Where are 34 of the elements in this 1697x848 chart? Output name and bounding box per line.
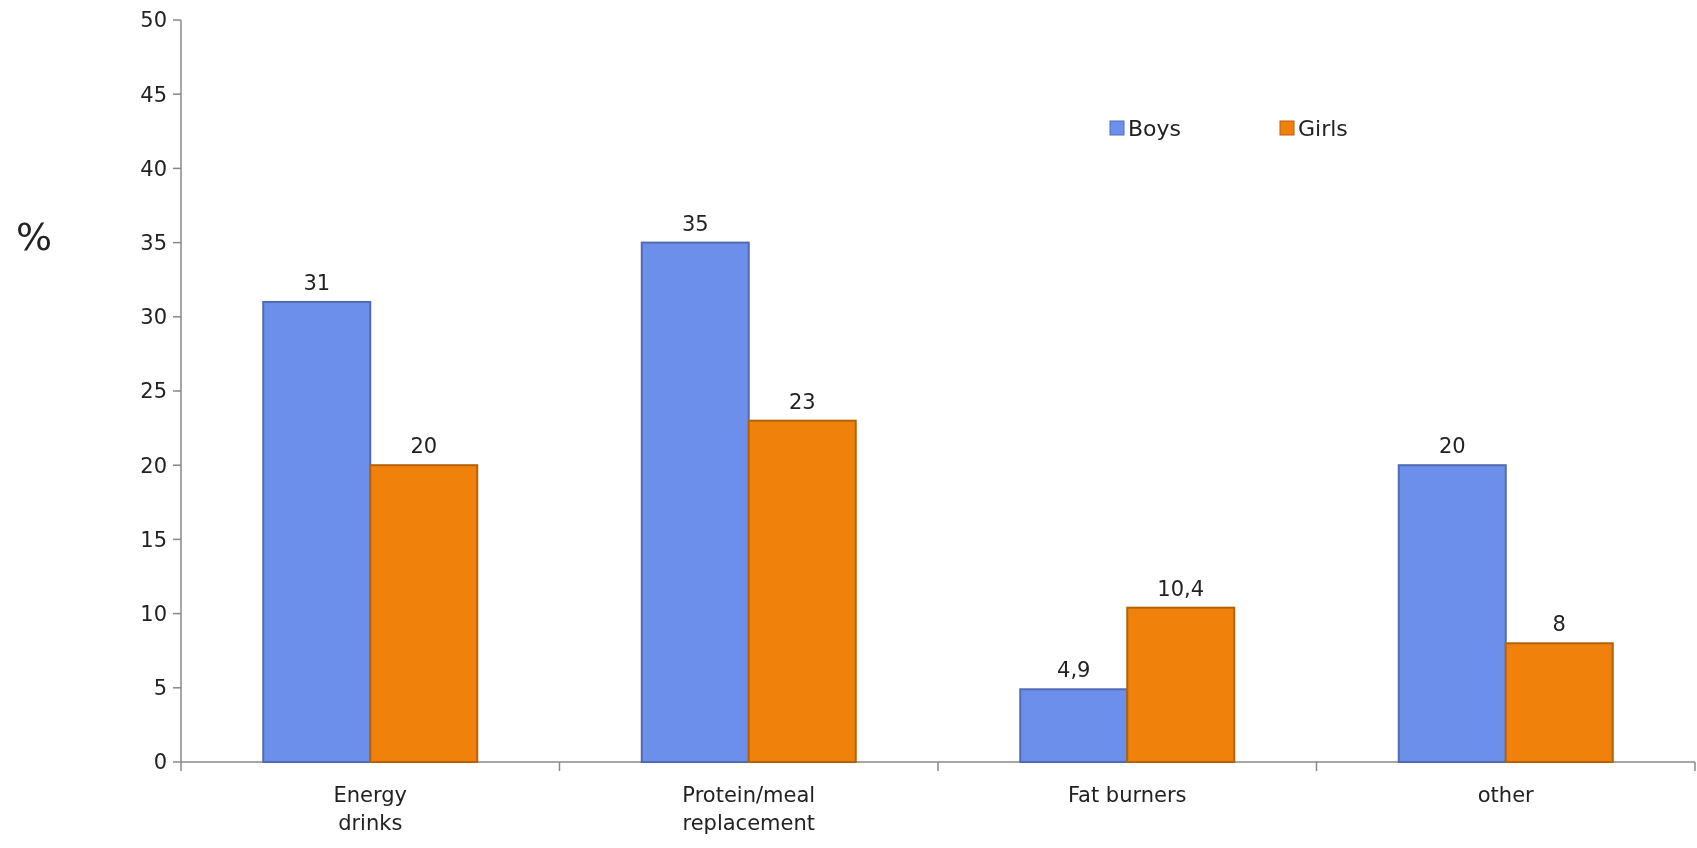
x-tick-label: Energy drinks: [333, 783, 408, 835]
legend-label: Girls: [1298, 115, 1348, 141]
bar: [747, 419, 857, 763]
bar: [640, 241, 750, 763]
data-label: 23: [788, 389, 816, 414]
bar: [1019, 688, 1129, 763]
data-label: 8: [1552, 612, 1566, 637]
y-tick-label: 40: [140, 156, 167, 181]
x-tick-label: Fat burners: [1067, 783, 1187, 807]
bar: [262, 300, 372, 763]
y-tick-label: 30: [140, 305, 167, 330]
y-axis-title: %: [15, 215, 53, 259]
y-tick-label: 25: [140, 379, 167, 404]
y-tick-label: 10: [140, 601, 167, 626]
legend-label: Boys: [1128, 115, 1182, 141]
data-label: 4,9: [1057, 658, 1091, 683]
bar: [1397, 464, 1507, 763]
data-label: 10,4: [1157, 576, 1205, 601]
bar: [1126, 606, 1236, 763]
x-tick-label: Protein/meal replacement: [682, 783, 816, 835]
data-label: 35: [681, 211, 709, 236]
y-tick-label: 5: [153, 676, 167, 701]
x-tick-label: other: [1477, 783, 1535, 807]
data-label: 31: [303, 270, 331, 295]
bar: [1504, 642, 1614, 763]
y-tick-label: 45: [140, 82, 167, 107]
y-tick-label: 20: [140, 453, 167, 478]
data-label: 20: [410, 434, 438, 459]
data-label: 20: [1438, 434, 1466, 459]
y-tick-label: 35: [140, 230, 167, 255]
bar: [369, 464, 479, 763]
y-tick-label: 15: [140, 527, 167, 552]
y-tick-label: 50: [140, 8, 167, 33]
y-tick-label: 0: [153, 750, 167, 775]
